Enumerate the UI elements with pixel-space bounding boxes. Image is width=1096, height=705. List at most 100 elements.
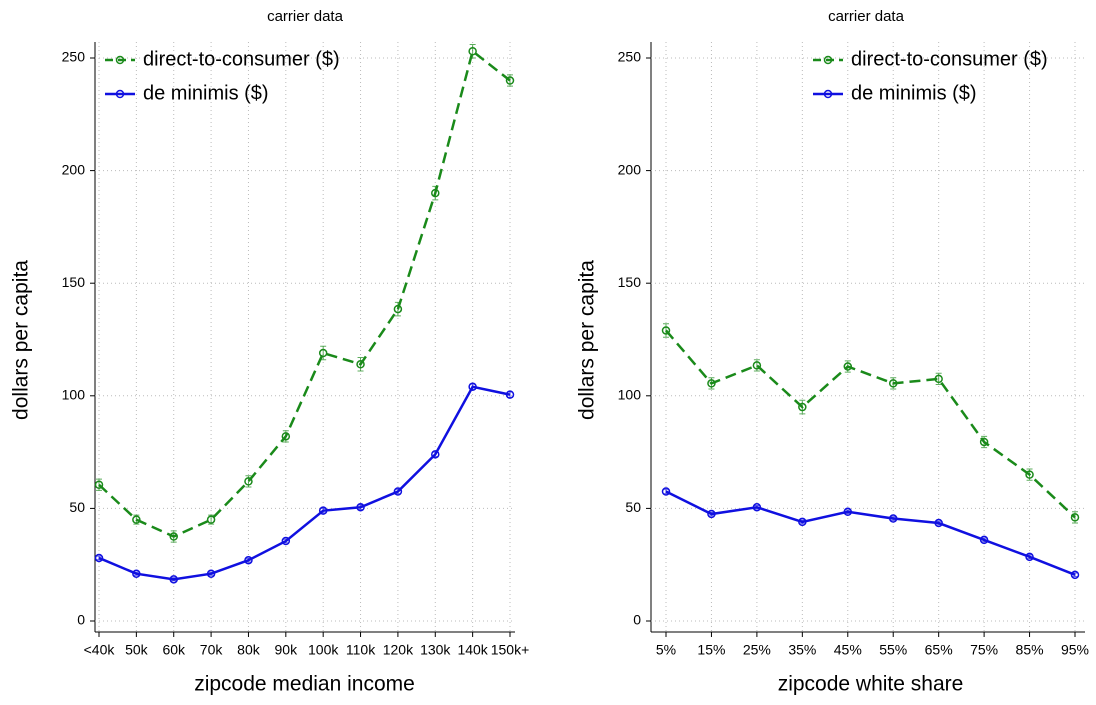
data-point [206, 515, 216, 524]
data-point [1025, 470, 1034, 479]
data-point [244, 555, 253, 565]
data-point [132, 515, 141, 524]
y-axis-title: dollars per capita [576, 260, 599, 420]
x-tick-label: 25% [743, 642, 771, 658]
legend-marker [823, 55, 833, 65]
y-tick-label: 50 [69, 499, 85, 515]
error-bar [935, 520, 942, 526]
y-tick-label: 100 [618, 387, 642, 403]
legend-marker [823, 89, 833, 99]
data-point [356, 360, 365, 369]
x-tick-label: 90k [275, 642, 299, 658]
data-point [934, 374, 943, 384]
series-line [98, 385, 511, 581]
error-bar [1072, 572, 1078, 578]
data-point [206, 569, 216, 578]
chart-title: carrier data [267, 8, 344, 25]
chart-title: carrier data [828, 8, 905, 25]
data-point [661, 487, 671, 496]
y-tick-label: 200 [618, 161, 642, 177]
error-bar [753, 504, 760, 510]
data-point [934, 518, 943, 528]
y-tick-label: 250 [618, 49, 642, 65]
x-tick-label: 100k [308, 642, 339, 658]
error-bar [282, 538, 289, 544]
data-point [1070, 570, 1080, 580]
x-tick-label: 140k [457, 642, 488, 658]
data-point [888, 379, 898, 388]
data-point [1025, 552, 1034, 562]
legend-label: de minimis ($) [143, 82, 269, 104]
legend-marker [115, 89, 125, 99]
y-axis-title: dollars per capita [10, 260, 33, 420]
x-tick-label: 80k [237, 642, 261, 658]
data-point [132, 569, 141, 578]
data-point [843, 507, 853, 517]
y-tick-label: 150 [618, 274, 642, 290]
data-point [468, 46, 477, 56]
x-tick-label: 15% [697, 642, 725, 658]
data-point [393, 487, 403, 496]
data-point [888, 514, 898, 523]
error-bar [890, 516, 897, 521]
y-tick-label: 0 [633, 612, 641, 628]
x-axis-title: zipcode median income [194, 673, 415, 696]
error-bar [663, 323, 669, 338]
series-line [665, 329, 1076, 519]
data-point [318, 506, 328, 515]
legend-label: direct-to-consumer ($) [851, 48, 1048, 70]
data-point [979, 535, 989, 545]
y-tick-label: 150 [62, 274, 86, 290]
x-tick-label: <40k [84, 642, 116, 658]
data-point [505, 390, 515, 399]
x-tick-label: 55% [879, 642, 907, 658]
error-bar [432, 185, 439, 201]
x-tick-label: 95% [1061, 642, 1089, 658]
error-bar [170, 577, 177, 582]
series-line [665, 490, 1076, 576]
legend-label: direct-to-consumer ($) [143, 48, 340, 70]
data-point [94, 480, 104, 490]
error-bar [981, 537, 988, 543]
data-point [468, 382, 477, 392]
error-bar [708, 511, 715, 517]
data-point [94, 553, 104, 563]
error-bar [799, 519, 806, 525]
error-bar [320, 345, 327, 361]
data-point [169, 532, 178, 541]
data-point [752, 503, 762, 512]
data-point [169, 575, 178, 584]
y-tick-label: 50 [625, 499, 641, 515]
y-tick-label: 250 [62, 49, 86, 65]
data-point [798, 517, 807, 527]
data-point [281, 536, 291, 546]
data-point [431, 450, 440, 459]
data-point [798, 402, 807, 412]
x-axis-title: zipcode white share [778, 673, 964, 696]
y-tick-label: 100 [62, 387, 86, 403]
x-tick-label: 110k [346, 642, 376, 658]
error-bar [1026, 554, 1033, 560]
error-bar [96, 555, 102, 561]
data-point [318, 348, 328, 358]
data-point [431, 188, 440, 198]
x-tick-label: 50k [125, 642, 149, 658]
x-tick-label: 150k+ [491, 642, 530, 658]
y-tick-label: 200 [62, 161, 86, 177]
error-bar [799, 399, 806, 415]
x-tick-label: 70k [200, 642, 224, 658]
error-bar [133, 571, 140, 576]
error-bar [357, 357, 364, 372]
data-point [356, 503, 365, 512]
x-tick-label: 130k [420, 642, 451, 658]
x-tick-label: 5% [656, 642, 676, 658]
error-bar [394, 301, 401, 317]
data-point [244, 477, 253, 486]
data-point [1070, 513, 1080, 522]
error-bar [469, 43, 476, 59]
data-point [707, 379, 716, 388]
x-tick-label: 85% [1016, 642, 1044, 658]
legend-marker [115, 55, 125, 65]
legend-label: de minimis ($) [851, 82, 977, 104]
